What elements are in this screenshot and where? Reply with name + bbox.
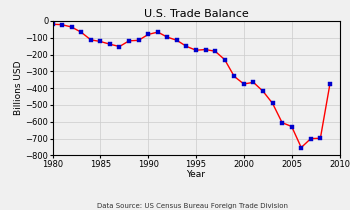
Y-axis label: Billions USD: Billions USD <box>14 61 23 116</box>
X-axis label: Year: Year <box>187 170 205 179</box>
Title: U.S. Trade Balance: U.S. Trade Balance <box>144 9 248 19</box>
Text: Data Source: US Census Bureau Foreign Trade Division: Data Source: US Census Bureau Foreign Tr… <box>97 203 288 209</box>
